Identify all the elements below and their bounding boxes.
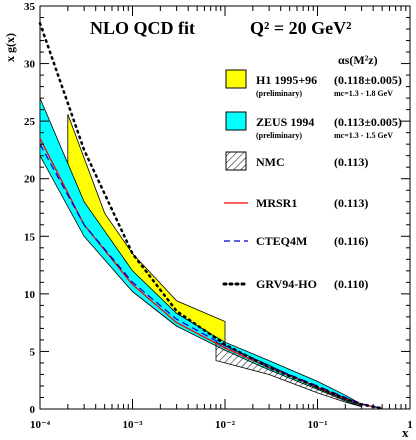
legend-item-mrsr1: MRSR1 (0.113) (224, 196, 368, 210)
y-tick-label: 5 (30, 346, 36, 358)
y-tick-label: 30 (24, 59, 36, 71)
scale-label: Q² = 20 GeV² (250, 18, 352, 38)
x-tick-label: 10⁻⁴ (30, 419, 51, 431)
x-axis-label: x (402, 425, 409, 440)
legend-swatch (225, 69, 247, 89)
legend-note: mc=1.3 - 1.8 GeV (334, 89, 393, 98)
legend-label: MRSR1 (256, 196, 297, 210)
legend-value: (0.113) (334, 155, 368, 169)
legend-sublabel: (preliminary) (256, 131, 302, 140)
y-tick-label: 35 (24, 1, 36, 13)
series-grv (38, 22, 384, 410)
x-tick-label: 1 (407, 419, 413, 431)
legend-item-grv: GRV94-HO (0.110) (222, 277, 368, 291)
legend-value: (0.113) (334, 196, 368, 210)
y-tick-label: 25 (24, 116, 36, 128)
legend-label: H1 1995+96 (256, 73, 317, 87)
chart-title: NLO QCD fit (90, 18, 195, 38)
y-tick-label: 0 (30, 404, 36, 416)
y-tick-label: 10 (24, 289, 36, 301)
y-tick-label: 15 (24, 231, 36, 243)
series-mrsr1 (39, 138, 383, 410)
legend-item-h1: H1 1995+96 (0.118±0.005) (preliminary) mc=1… (225, 69, 402, 98)
legend-value: (0.118±0.005) (334, 73, 402, 87)
legend-swatch (225, 151, 247, 171)
alphas-header: αs(M²z) (338, 53, 378, 67)
legend-label: GRV94-HO (256, 277, 317, 291)
legend-value: (0.113±0.005) (334, 115, 402, 129)
legend-note: mc=1.3 - 1.5 GeV (334, 131, 393, 140)
legend-item-nmc: NMC (0.113) (225, 151, 368, 171)
legend-value: (0.116) (334, 234, 368, 248)
legend-item-zeus: ZEUS 1994 (0.113±0.005) (preliminary) mc=1.… (225, 111, 402, 140)
legend-item-cteq4m: CTEQ4M (0.116) (224, 234, 368, 248)
legend-label: NMC (256, 155, 285, 169)
legend-label: ZEUS 1994 (256, 115, 314, 129)
y-tick-label: 20 (24, 174, 36, 186)
x-tick-label: 10⁻³ (122, 419, 143, 431)
legend-label: CTEQ4M (256, 234, 307, 248)
series-cteq4m (39, 143, 383, 410)
legend-swatch (225, 111, 247, 131)
x-tick-label: 10⁻¹ (307, 419, 327, 431)
x-tick-label: 10⁻² (215, 419, 236, 431)
legend-value: (0.110) (334, 277, 368, 291)
y-axis-label: x g(x) (3, 33, 17, 62)
legend-sublabel: (preliminary) (256, 89, 302, 98)
